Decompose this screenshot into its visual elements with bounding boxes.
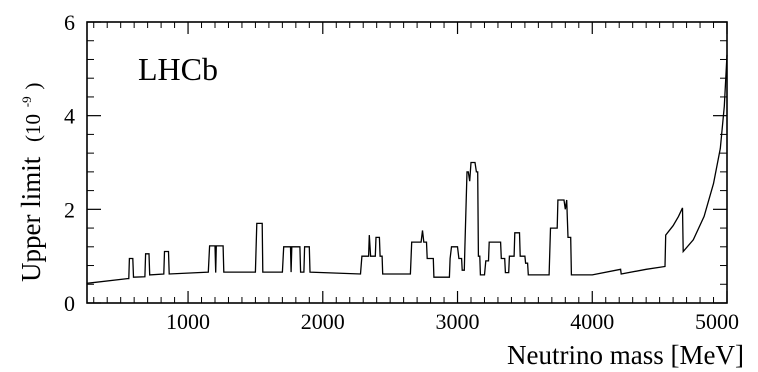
axis-ticks — [87, 21, 728, 304]
x-tick-label: 2000 — [301, 309, 345, 334]
x-tick-label: 5000 — [695, 309, 739, 334]
y-tick-label: 4 — [64, 104, 75, 129]
series-layer — [86, 54, 728, 284]
svg-text:Upper limit (10 -9: Upper limit (10 -9 ) — [7, 83, 46, 282]
y-axis-title-main: Upper limit — [16, 156, 46, 282]
x-axis-title: Neutrino mass [MeV] — [507, 340, 744, 370]
upper-limit-curve — [86, 54, 728, 284]
y-axis-title: Upper limit (10 -9 ) — [7, 83, 46, 282]
y-axis-unit-open: (10 — [21, 114, 45, 142]
y-axis-unit-close: ) — [21, 83, 45, 90]
y-tick-label: 0 — [64, 291, 75, 316]
plot-border — [86, 21, 728, 304]
x-tick-label: 3000 — [436, 309, 480, 334]
y-tick-label: 6 — [64, 10, 75, 35]
y-tick-label: 2 — [64, 197, 75, 222]
axis-tick-labels: 1000 2000 3000 4000 5000 0 2 4 6 — [64, 10, 739, 334]
x-tick-label: 1000 — [166, 309, 210, 334]
plot-frame — [86, 21, 728, 304]
y-axis-unit-exponent: -9 — [19, 96, 34, 107]
lhcb-annotation: LHCb — [138, 51, 218, 87]
x-tick-label: 4000 — [570, 309, 614, 334]
